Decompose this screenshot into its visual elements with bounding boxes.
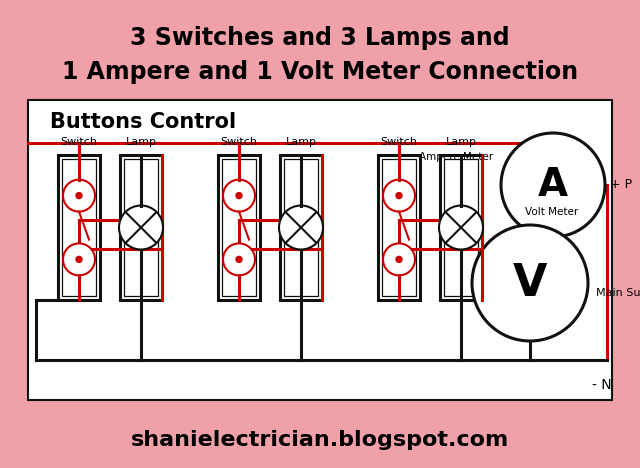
- Bar: [280, 155, 322, 300]
- Circle shape: [501, 133, 605, 237]
- Circle shape: [223, 180, 255, 212]
- Bar: [28, 100, 612, 400]
- Text: A: A: [538, 166, 568, 204]
- Text: Lamp: Lamp: [285, 137, 317, 147]
- Bar: [382, 159, 416, 296]
- Circle shape: [63, 243, 95, 275]
- Bar: [284, 159, 318, 296]
- Circle shape: [396, 256, 402, 263]
- Bar: [440, 155, 482, 300]
- Bar: [124, 159, 158, 296]
- Text: 3 Switches and 3 Lamps and: 3 Switches and 3 Lamps and: [130, 26, 510, 50]
- Text: + P: + P: [610, 178, 632, 191]
- Bar: [58, 155, 100, 300]
- Bar: [218, 155, 260, 300]
- Bar: [62, 159, 96, 296]
- Text: Volt Meter: Volt Meter: [525, 207, 579, 217]
- Text: Lamp: Lamp: [445, 137, 477, 147]
- Text: Buttons Control: Buttons Control: [50, 112, 236, 132]
- Text: 1 Ampere and 1 Volt Meter Connection: 1 Ampere and 1 Volt Meter Connection: [62, 60, 578, 84]
- Text: - N: - N: [592, 378, 612, 392]
- Circle shape: [383, 180, 415, 212]
- Circle shape: [472, 225, 588, 341]
- Text: Switch: Switch: [61, 137, 97, 147]
- Circle shape: [76, 256, 82, 263]
- Bar: [120, 155, 162, 300]
- Text: shanielectrician.blogspot.com: shanielectrician.blogspot.com: [131, 430, 509, 450]
- Text: Ampere Meter: Ampere Meter: [419, 152, 493, 162]
- Text: Switch: Switch: [221, 137, 257, 147]
- Bar: [222, 159, 256, 296]
- Bar: [444, 159, 478, 296]
- Text: Switch: Switch: [381, 137, 417, 147]
- Text: V: V: [513, 262, 547, 305]
- Circle shape: [236, 193, 242, 198]
- Bar: [378, 155, 420, 300]
- Circle shape: [63, 180, 95, 212]
- Text: Lamp: Lamp: [125, 137, 157, 147]
- Circle shape: [119, 205, 163, 249]
- Circle shape: [236, 256, 242, 263]
- Circle shape: [396, 193, 402, 198]
- Text: Main Supply: Main Supply: [596, 288, 640, 298]
- Circle shape: [383, 243, 415, 275]
- Circle shape: [439, 205, 483, 249]
- Circle shape: [279, 205, 323, 249]
- Circle shape: [76, 193, 82, 198]
- Circle shape: [223, 243, 255, 275]
